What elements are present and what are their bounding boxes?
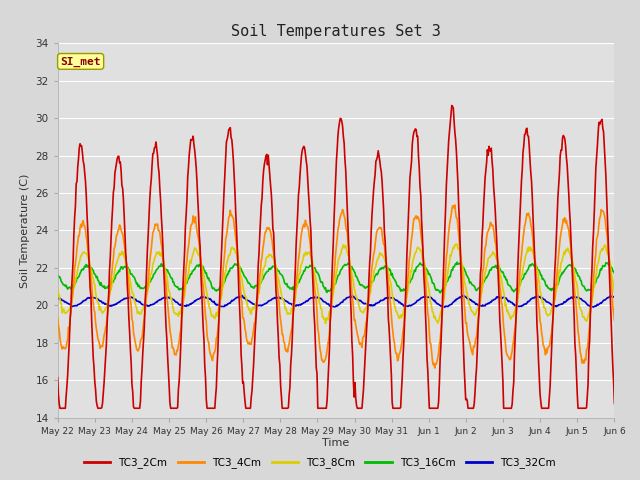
Title: Soil Temperatures Set 3: Soil Temperatures Set 3 [231, 24, 441, 39]
Text: SI_met: SI_met [60, 56, 101, 67]
Legend: TC3_2Cm, TC3_4Cm, TC3_8Cm, TC3_16Cm, TC3_32Cm: TC3_2Cm, TC3_4Cm, TC3_8Cm, TC3_16Cm, TC3… [80, 453, 560, 472]
Y-axis label: Soil Temperature (C): Soil Temperature (C) [20, 173, 30, 288]
X-axis label: Time: Time [323, 438, 349, 448]
